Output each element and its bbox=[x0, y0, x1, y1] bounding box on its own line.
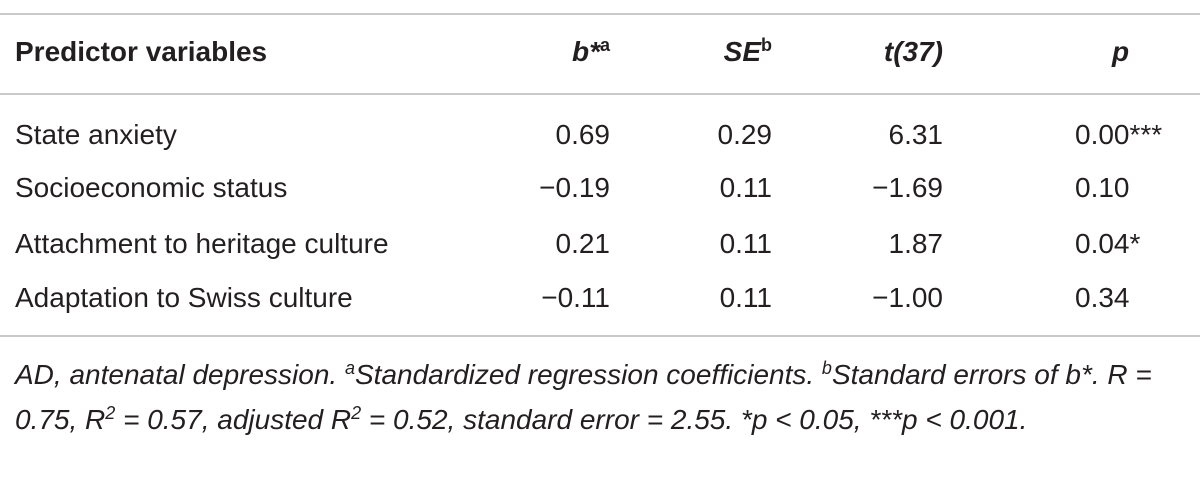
row-p: 0.10 bbox=[1075, 172, 1130, 203]
row-label: Adaptation to Swiss culture bbox=[15, 282, 353, 313]
row-se: 0.11 bbox=[719, 228, 772, 259]
header-rule bbox=[0, 93, 1200, 95]
footnote-sup: 2 bbox=[105, 403, 116, 423]
row-se: 0.29 bbox=[717, 119, 773, 150]
header-b-label: b* bbox=[571, 36, 600, 67]
table-top-rule bbox=[0, 13, 1200, 15]
row-label: Attachment to heritage culture bbox=[15, 228, 389, 259]
footnote-text: Standardized regression coefficients. bbox=[355, 359, 822, 390]
row-p: 0.00*** bbox=[1075, 119, 1163, 150]
row-b: −0.19 bbox=[539, 172, 610, 203]
header-t: t(37) bbox=[800, 35, 943, 69]
row-t: −1.00 bbox=[872, 282, 943, 313]
row-label: State anxiety bbox=[15, 119, 177, 150]
footnote-text: Standard errors of b*. R = 0.75, R bbox=[15, 359, 1152, 435]
row-b: 0.69 bbox=[555, 119, 611, 150]
table-bottom-rule bbox=[0, 335, 1200, 337]
header-se-sup: b bbox=[761, 35, 772, 55]
header-se: SEb bbox=[660, 35, 772, 72]
table-footnote: AD, antenatal depression. aStandardized … bbox=[15, 354, 1190, 444]
row-b: −0.11 bbox=[541, 282, 610, 313]
row-b: 0.21 bbox=[555, 228, 611, 259]
row-t: 6.31 bbox=[888, 119, 944, 150]
row-label: Socioeconomic status bbox=[15, 172, 288, 203]
header-se-label: SE bbox=[723, 36, 761, 67]
header-p-label: p bbox=[1112, 36, 1130, 67]
footnote-text: = 0.57, adjusted R bbox=[115, 404, 352, 435]
header-b-sup: a bbox=[599, 35, 610, 55]
row-p: 0.34 bbox=[1075, 282, 1130, 313]
header-predictor: Predictor variables bbox=[15, 36, 268, 67]
footnote-sup: b bbox=[821, 358, 832, 378]
footnote-text: = 0.52, standard error = 2.55. *p < 0.05… bbox=[361, 404, 1028, 435]
header-t-label: t(37) bbox=[883, 36, 943, 67]
row-se: 0.11 bbox=[719, 172, 772, 203]
row-p: 0.04* bbox=[1075, 228, 1141, 259]
header-b: b*a bbox=[470, 35, 610, 72]
footnote-sup: 2 bbox=[351, 403, 362, 423]
row-t: 1.87 bbox=[888, 228, 944, 259]
row-t: −1.69 bbox=[872, 172, 943, 203]
row-se: 0.11 bbox=[719, 282, 772, 313]
header-p: p bbox=[1112, 35, 1129, 69]
footnote-sup: a bbox=[344, 358, 355, 378]
footnote-text: AD, antenatal depression. bbox=[15, 359, 345, 390]
